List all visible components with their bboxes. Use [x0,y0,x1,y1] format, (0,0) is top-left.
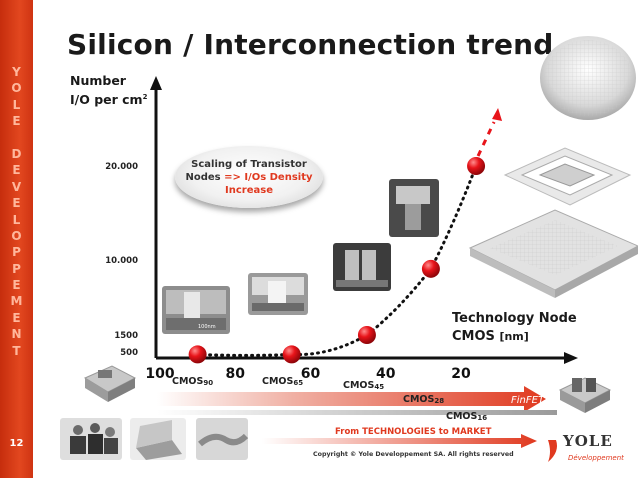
y-tick-label: 500 [120,348,138,358]
cmos-label-text: CMOS [172,376,204,387]
sidebar-letter: E [12,163,21,178]
x-tick-label: 40 [376,366,396,382]
finfet-arrow [157,386,546,412]
data-markers [188,157,486,364]
sidebar-letter: M [10,294,23,309]
axis-ticks: 100 80 60 40 20 500 1500 10.000 20.000 [105,162,471,382]
node-timeline-bar [157,410,557,415]
cmos-label-65: CMOS65 [262,376,303,387]
callout-io-density: I/Os Density [244,171,313,183]
transistor-image-45 [333,243,391,291]
y-axis-label-line1: Number [70,73,126,88]
x-tick-label: 80 [226,366,246,382]
x-tick-label: 100 [145,366,174,382]
sidebar-letter: Y [12,65,21,79]
sidebar-letter: E [12,196,21,211]
transistor-image-90 [162,286,230,334]
transistor-image-28 [389,179,439,237]
cmos-label-text: CMOS [403,394,435,405]
cmos-label-sub: 45 [374,383,385,391]
cmos-label-45: CMOS45 [343,380,384,391]
callout-nodes: Nodes [185,171,221,183]
y-tick-label: 1500 [114,331,138,341]
x-tick-label: 20 [451,366,471,382]
yole-logo: YOLE Développement [538,432,633,472]
sidebar-letter: E [12,278,21,293]
trend-continuation-line [476,121,496,157]
x-axis-label-unit: [nm] [499,330,529,343]
trend-arrowhead [492,108,503,121]
bga-package-image [468,209,638,298]
sidebar-letter: L [12,97,21,112]
callout-line2: Nodes => I/Os Density [185,171,312,184]
sidebar-letter: P [12,261,21,276]
data-point [467,157,486,175]
y-tick-label: 10.000 [105,256,138,266]
sidebar-letter: O [11,81,22,96]
callout-arrow: => [224,171,241,183]
callout-line1: Scaling of Transistor [191,158,307,170]
wafer-image [540,36,636,120]
x-tick-label: 60 [301,366,321,382]
chip-stack-image-right [558,377,612,413]
cmos-label-sub: 90 [203,379,214,387]
callout-line3: Increase [225,184,273,196]
finfet-label: FinFET [511,395,545,406]
y-axis-label: Number I/O per cm2 [70,72,147,108]
chart-axes [150,76,578,364]
sidebar-letter: D [11,146,22,161]
logo-name: YOLE [563,432,613,450]
cmos-label-90: CMOS90 [172,376,213,387]
cmos-label-text: CMOS [343,380,375,391]
sidebar-letter: O [11,228,22,243]
cmos-label-sub: 65 [293,379,304,387]
cmos-label-16: CMOS16 [446,411,487,422]
package-chip-image [503,147,632,206]
y-tick-label: 20.000 [105,162,138,172]
market-arrow [262,434,537,448]
sidebar-letter: V [11,179,22,194]
transistor-image-65 [248,273,308,315]
sidebar-letter: P [12,245,21,260]
x-axis-label-line1: Technology Node [452,311,577,326]
handshake-photo [196,418,249,460]
page-number: 12 [9,438,24,449]
cmos-label-sub: 16 [477,414,488,422]
data-point [421,259,440,278]
logo-subtitle: Développement [568,454,624,462]
market-caption: From TECHNOLOGIES to MARKET [335,427,492,437]
sidebar-letter: E [12,114,21,129]
x-axis-label-line2: CMOS [nm] [452,328,577,346]
sidebar-letter: N [11,327,22,342]
sidebar-letter: E [12,310,21,325]
x-axis-label: Technology Node CMOS [nm] [452,310,577,346]
sidebar-letter: T [12,343,21,358]
chip-stack-image-left [83,365,137,402]
data-point [357,326,376,344]
scaling-callout: Scaling of Transistor Nodes => I/Os Dens… [175,146,323,208]
y-axis-label-line2: I/O per cm2 [70,89,147,108]
data-point [188,345,207,364]
laptop-photo [130,418,186,460]
yole-logo-mark [548,440,557,462]
page-title: Silicon / Interconnection trend [67,28,554,61]
sidebar-letter: L [12,212,21,227]
x-axis-label-cmos: CMOS [452,329,495,344]
copyright-text: Copyright © Yole Developpement SA. All r… [313,451,514,458]
data-point [282,345,301,364]
cmos-label-28: CMOS28 [403,394,444,405]
cmos-label-text: CMOS [262,376,294,387]
cmos-label-sub: 28 [434,397,445,405]
cmos-label-text: CMOS [446,411,478,422]
micrograph-scale-label: 100nm [198,324,216,330]
y-axis-label-text: I/O per cm [70,92,143,108]
meeting-photo [60,418,122,460]
y-axis-label-superscript: 2 [142,93,148,101]
